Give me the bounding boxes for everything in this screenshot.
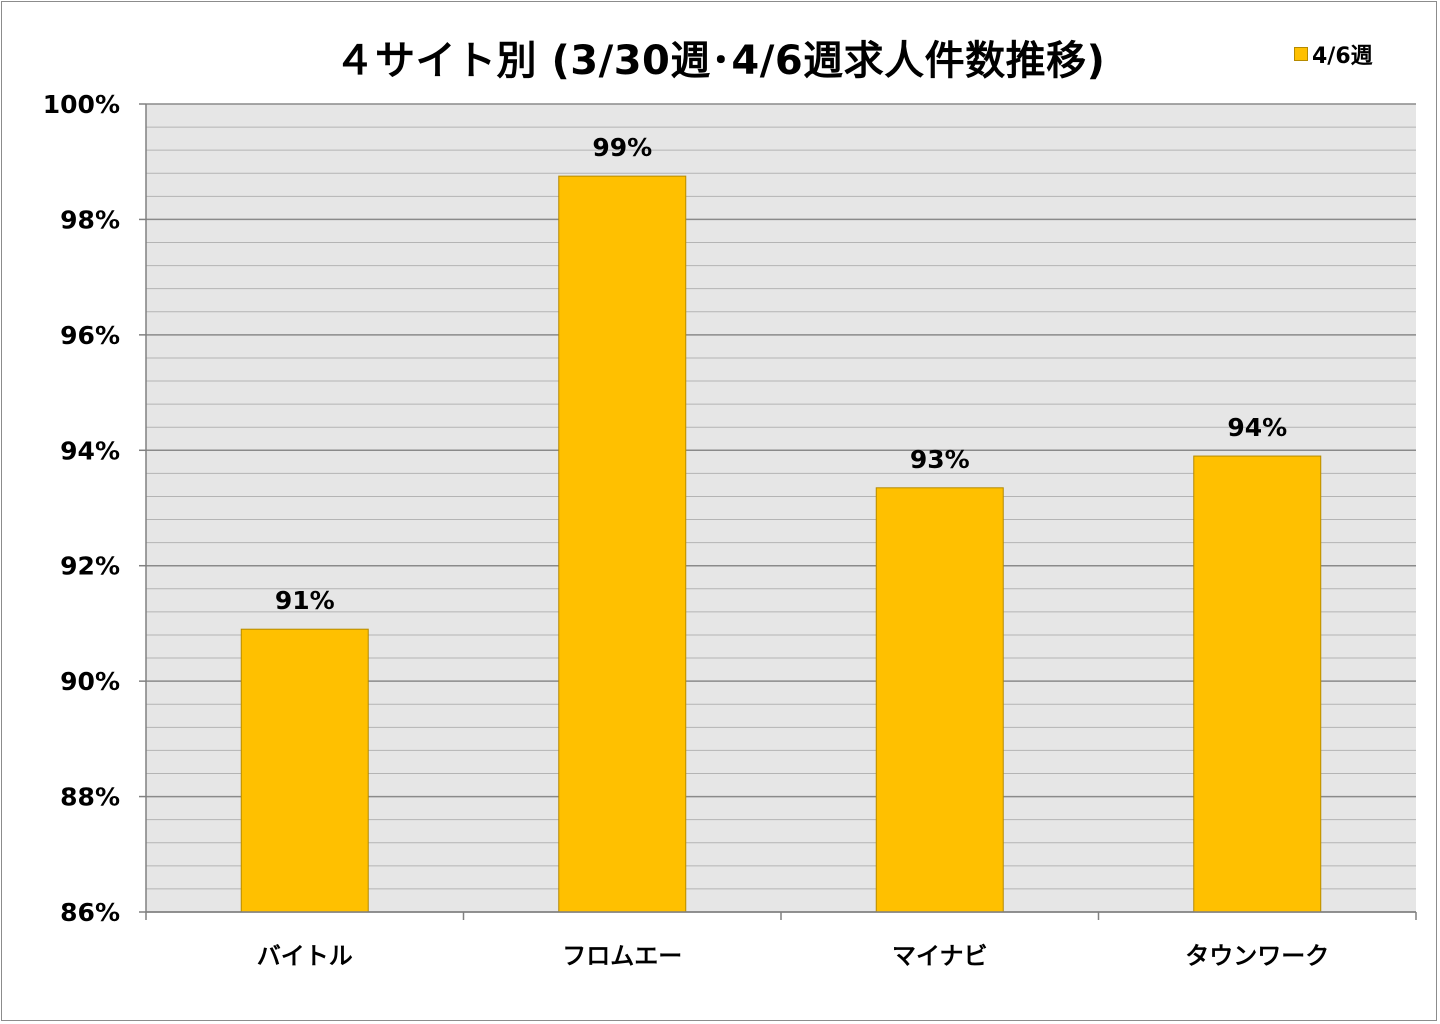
x-tick-label: マイナビ (892, 942, 988, 970)
x-tick-label: バイトル (257, 942, 353, 970)
y-tick-label: 100% (43, 90, 120, 119)
data-label: 99% (592, 133, 652, 162)
data-labels: 91% 99% 93% 94% (275, 133, 1287, 615)
bar (875, 487, 1004, 913)
y-tick-label: 92% (60, 552, 120, 581)
y-tick-labels: 86% 88% 90% 92% 94% 96% 98% 100% (43, 90, 120, 927)
x-tick-label: タウンワーク (1185, 942, 1329, 970)
axes (139, 103, 1417, 920)
x-tick-label: フロムエー (562, 942, 682, 970)
bar (558, 175, 687, 913)
legend-swatch (1294, 47, 1308, 61)
y-tick-label: 86% (60, 898, 120, 927)
x-tick-labels: バイトル フロムエー マイナビ タウンワーク (257, 942, 1330, 970)
bar-series (240, 175, 1322, 913)
data-label: 93% (910, 445, 970, 474)
data-label: 94% (1227, 413, 1287, 442)
chart-legend: 4/6週 (1294, 38, 1373, 70)
bar (240, 628, 369, 913)
y-tick-label: 98% (60, 205, 120, 234)
legend-label: 4/6週 (1312, 44, 1373, 69)
y-tick-label: 94% (60, 436, 120, 465)
data-label: 91% (275, 586, 335, 615)
y-tick-label: 96% (60, 321, 120, 350)
y-tick-label: 88% (60, 783, 120, 812)
y-tick-label: 90% (60, 667, 120, 696)
bar (1193, 455, 1322, 913)
chart-title: ４サイト別 (3/30週･4/6週求人件数推移) (334, 38, 1106, 84)
